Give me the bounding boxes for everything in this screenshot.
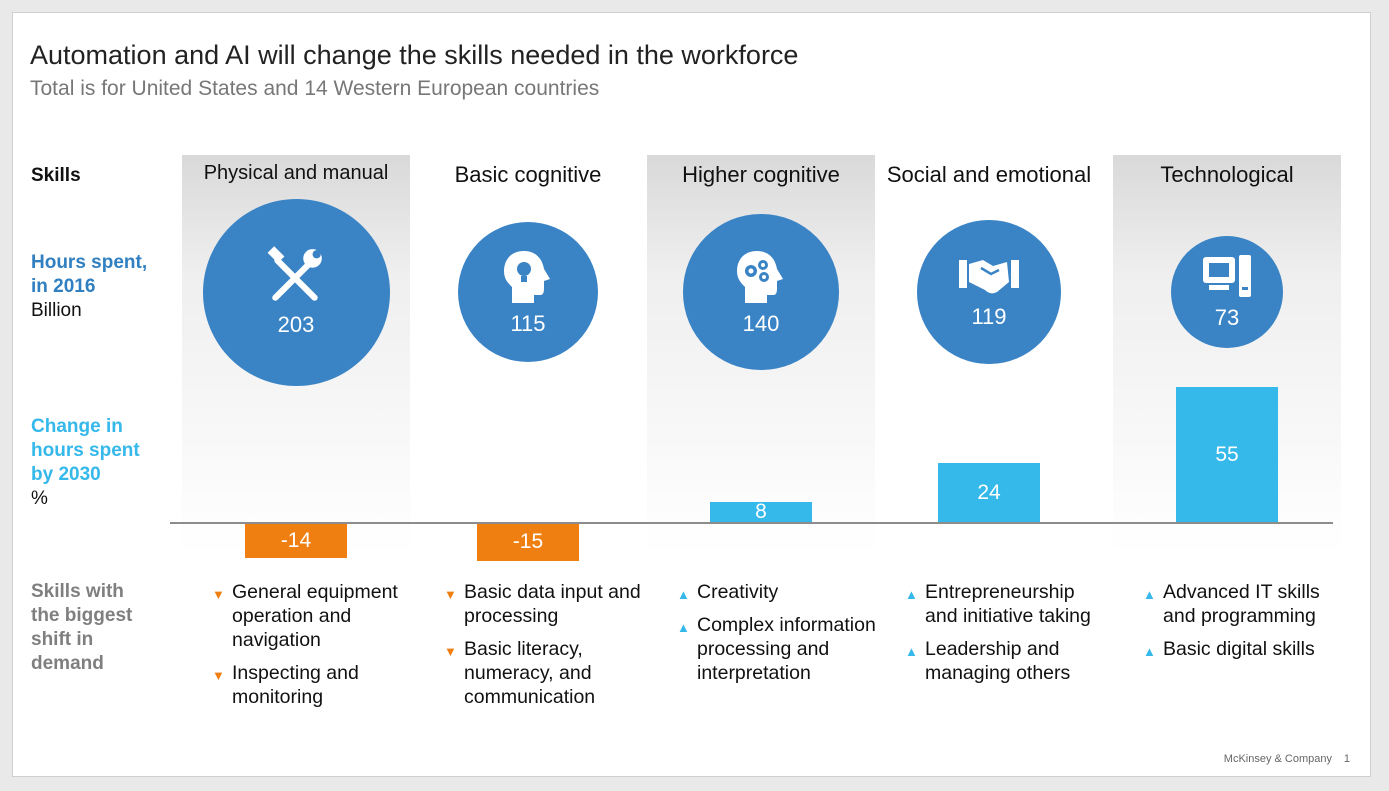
change-value: 8 [755,500,767,524]
skills-shift-item: ▲ Basic digital skills [1143,637,1343,661]
hours-value: 119 [971,303,1007,329]
head-gears-icon [732,247,790,307]
change-bar: 8 [710,500,812,524]
skills-shift-list: ▼ General equipment operation and navigat… [212,580,412,718]
skills-shift-text: Leadership and managing others [925,638,1071,684]
skills-shift-text: General equipment operation and navigati… [232,581,398,651]
skills-shift-item: ▲ Leadership and managing others [905,637,1105,685]
change-bar: 24 [938,463,1040,522]
skills-shift-item: ▲ Advanced IT skills and programming [1143,580,1343,628]
skills-shift-item: ▼ Inspecting and monitoring [212,661,412,709]
skills-shift-item: ▲ Entrepreneurship and initiative taking [905,580,1105,628]
change-bar: -15 [477,524,579,561]
triangle-down-icon: ▼ [212,668,225,683]
change-value: 24 [977,480,1001,504]
hours-value: 73 [1214,304,1240,330]
category-label: Physical and manual [203,162,389,184]
skills-shift-list: ▲ Advanced IT skills and programming ▲ Basi… [1143,580,1343,670]
triangle-up-icon: ▲ [1143,644,1156,659]
page-title: Automation and AI will change the skills… [30,40,799,70]
skills-shift-text: Basic digital skills [1163,638,1315,660]
triangle-up-icon: ▲ [905,587,918,602]
hours-bubble: 140 [683,214,839,370]
skills-shift-text: Advanced IT skills and programming [1163,581,1320,627]
skills-shift-text: Entrepreneurship and initiative taking [925,581,1091,627]
row-label-hours: Hours spent, in 2016 Billion [31,252,148,321]
skills-shift-text: Complex information processing and inter… [697,614,876,684]
skills-shift-text: Creativity [697,581,779,603]
category-label: Basic cognitive [454,162,602,187]
handshake-icon [957,254,1021,300]
row-label-skills: Skills [31,165,81,186]
triangle-up-icon: ▲ [677,620,690,635]
category-label: Social and emotional [886,162,1092,187]
computer-icon [1201,253,1253,301]
category-label: Higher cognitive [682,162,840,187]
change-bar: 55 [1176,387,1278,522]
skills-shift-item: ▲ Complex information processing and inte… [677,613,877,685]
change-value: -15 [512,530,544,554]
skills-shift-text: Basic data input and processing [464,581,641,627]
skills-shift-list: ▼ Basic data input and processing ▼ Basic l… [444,580,644,718]
triangle-up-icon: ▲ [1143,587,1156,602]
change-bar: -14 [245,524,347,559]
skills-shift-item: ▼ Basic literacy, numeracy, and communica… [444,637,644,709]
triangle-down-icon: ▼ [212,587,225,602]
change-value: -14 [280,529,312,553]
skills-shift-item: ▼ General equipment operation and navigat… [212,580,412,652]
hours-bubble: 203 [202,198,390,386]
triangle-up-icon: ▲ [677,587,690,602]
skills-shift-list: ▲ Creativity ▲ Complex information processi… [677,580,877,694]
hours-value: 203 [277,312,315,337]
row-label-change: Change in hours spent by 2030 % [31,416,140,509]
head-lightbulb-icon [500,247,556,307]
skills-shift-item: ▲ Creativity [677,580,877,604]
triangle-up-icon: ▲ [905,644,918,659]
triangle-down-icon: ▼ [444,587,457,602]
tools-icon [265,246,327,308]
skills-shift-list: ▲ Entrepreneurship and initiative taking ▲… [905,580,1105,694]
hours-bubble: 115 [457,221,599,363]
hours-value: 115 [510,310,546,336]
page-number: 1 [1343,753,1350,765]
skills-shift-text: Basic literacy, numeracy, and communicat… [464,638,596,708]
skills-shift-item: ▼ Basic data input and processing [444,580,644,628]
hours-bubble: 73 [1170,235,1284,349]
page-subtitle: Total is for United States and 14 Wester… [30,77,600,100]
hours-value: 140 [742,310,780,336]
hours-bubble: 119 [917,220,1061,364]
footer-source: McKinsey & Company [1223,753,1332,765]
change-value: 55 [1215,442,1239,466]
row-label-shift: Skills with the biggest shift in demand [31,581,133,674]
skills-shift-text: Inspecting and monitoring [232,662,359,708]
category-label: Technological [1160,162,1294,187]
triangle-down-icon: ▼ [444,644,457,659]
zero-baseline [170,522,1333,524]
